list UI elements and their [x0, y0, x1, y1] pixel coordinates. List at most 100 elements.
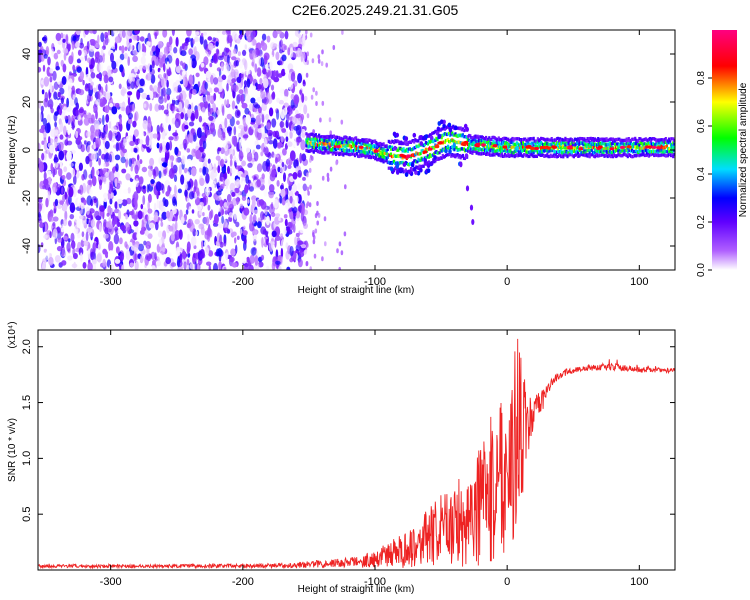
heatmap-noise-cell: [178, 151, 181, 156]
heatmap-signal-cell: [345, 147, 348, 151]
heatmap-noise-cell: [168, 168, 175, 179]
heatmap-noise-cell: [277, 142, 283, 147]
heatmap-transition-cell: [329, 166, 333, 172]
heatmap-signal-cell: [588, 140, 591, 144]
heatmap-noise-cell: [182, 250, 186, 260]
heatmap-noise-cell: [283, 102, 289, 108]
heatmap-noise-cell: [71, 40, 75, 51]
heatmap-signal-cell: [370, 141, 373, 145]
heatmap-signal-cell: [433, 146, 436, 150]
heatmap-noise-cell: [58, 108, 63, 116]
heatmap-noise-cell: [161, 122, 168, 129]
heatmap-noise-cell: [50, 107, 54, 114]
heatmap-noise-cell: [183, 230, 187, 235]
heatmap-noise-cell: [253, 209, 258, 215]
heatmap-noise-cell: [94, 210, 100, 219]
heatmap-noise-cell: [42, 261, 46, 270]
heatmap-signal-cell: [491, 141, 494, 145]
heatmap-noise-cell: [156, 260, 161, 267]
heatmap-noise-cell: [250, 40, 253, 49]
heatmap-signal-cell: [487, 141, 490, 145]
heatmap-noise-cell: [287, 164, 292, 169]
heatmap-noise-cell: [275, 213, 281, 218]
heatmap-signal-cell: [500, 146, 504, 150]
heatmap-noise-cell: [203, 56, 209, 66]
heatmap-noise-cell: [164, 97, 167, 103]
heatmap-noise-cell: [137, 42, 143, 53]
heatmap-signal-cell: [551, 146, 554, 150]
heatmap-signal-cell: [590, 148, 593, 152]
spectrogram-y-tick-label: -40: [21, 238, 33, 254]
heatmap-noise-cell: [246, 151, 253, 162]
heatmap-signal-cell: [546, 152, 549, 156]
heatmap-signal-cell: [448, 131, 451, 135]
heatmap-noise-cell: [117, 198, 123, 205]
heatmap-noise-cell: [156, 252, 163, 261]
heatmap-noise-cell: [167, 94, 170, 101]
heatmap-signal-cell: [646, 152, 649, 156]
heatmap-noise-cell: [226, 34, 230, 45]
heatmap-noise-cell: [287, 81, 294, 91]
heatmap-noise-cell: [70, 149, 76, 154]
heatmap-noise-cell: [86, 195, 93, 206]
heatmap-noise-cell: [241, 196, 247, 201]
heatmap-noise-cell: [221, 256, 225, 264]
heatmap-signal-cell: [402, 147, 405, 151]
heatmap-signal-cell: [493, 153, 496, 157]
heatmap-noise-cell: [261, 113, 265, 123]
heatmap-noise-cell: [52, 167, 56, 178]
heatmap-noise-cell: [45, 250, 50, 261]
heatmap-signal-cell: [423, 143, 426, 147]
heatmap-noise-cell: [114, 178, 118, 188]
heatmap-noise-cell: [108, 180, 115, 189]
heatmap-noise-cell: [297, 33, 301, 39]
heatmap-noise-cell: [157, 85, 161, 94]
heatmap-noise-cell: [178, 164, 182, 176]
heatmap-signal-cell: [532, 136, 535, 140]
heatmap-noise-cell: [229, 256, 235, 263]
heatmap-noise-cell: [150, 179, 155, 185]
heatmap-noise-cell: [226, 207, 230, 213]
heatmap-noise-cell: [224, 136, 229, 144]
heatmap-noise-cell: [185, 37, 189, 44]
heatmap-noise-cell: [263, 97, 269, 105]
heatmap-noise-cell: [281, 128, 287, 133]
heatmap-noise-cell: [147, 213, 151, 222]
heatmap-noise-cell: [242, 180, 245, 189]
heatmap-noise-cell: [38, 66, 42, 73]
heatmap-signal-cell: [382, 142, 385, 146]
heatmap-noise-cell: [271, 91, 276, 100]
heatmap-signal-cell: [412, 161, 415, 165]
heatmap-noise-cell: [299, 227, 306, 234]
heatmap-transition-cell: [306, 186, 310, 192]
heatmap-signal-cell: [499, 154, 502, 158]
heatmap-noise-cell: [41, 204, 45, 214]
heatmap-noise-cell: [243, 263, 250, 270]
heatmap-noise-cell: [280, 109, 286, 120]
heatmap-signal-cell: [662, 139, 665, 143]
heatmap-noise-cell: [63, 125, 67, 136]
heatmap-noise-cell: [232, 84, 239, 93]
heatmap-noise-cell: [256, 163, 263, 173]
heatmap-noise-cell: [174, 53, 178, 59]
heatmap-signal-cell: [305, 132, 308, 136]
heatmap-noise-cell: [285, 136, 289, 143]
heatmap-noise-cell: [72, 247, 76, 256]
heatmap-signal-cell: [455, 146, 458, 150]
heatmap-signal-cell: [326, 145, 329, 149]
heatmap-noise-cell: [230, 164, 236, 174]
heatmap-noise-cell: [222, 131, 226, 139]
colorbar-tick-label: 0.2: [696, 215, 707, 229]
snr-x-label: Height of straight line (km): [298, 584, 415, 595]
colorbar-tick-label: 0.4: [696, 167, 707, 181]
heatmap-noise-cell: [291, 140, 297, 148]
heatmap-noise-cell: [298, 249, 305, 258]
heatmap-noise-cell: [174, 146, 179, 156]
heatmap-signal-cell: [662, 150, 665, 154]
heatmap-noise-cell: [252, 214, 257, 224]
heatmap-signal-cell: [664, 137, 667, 141]
heatmap-noise-cell: [85, 73, 90, 80]
heatmap-noise-cell: [161, 77, 166, 88]
heatmap-noise-cell: [129, 262, 135, 268]
heatmap-noise-cell: [225, 47, 230, 53]
